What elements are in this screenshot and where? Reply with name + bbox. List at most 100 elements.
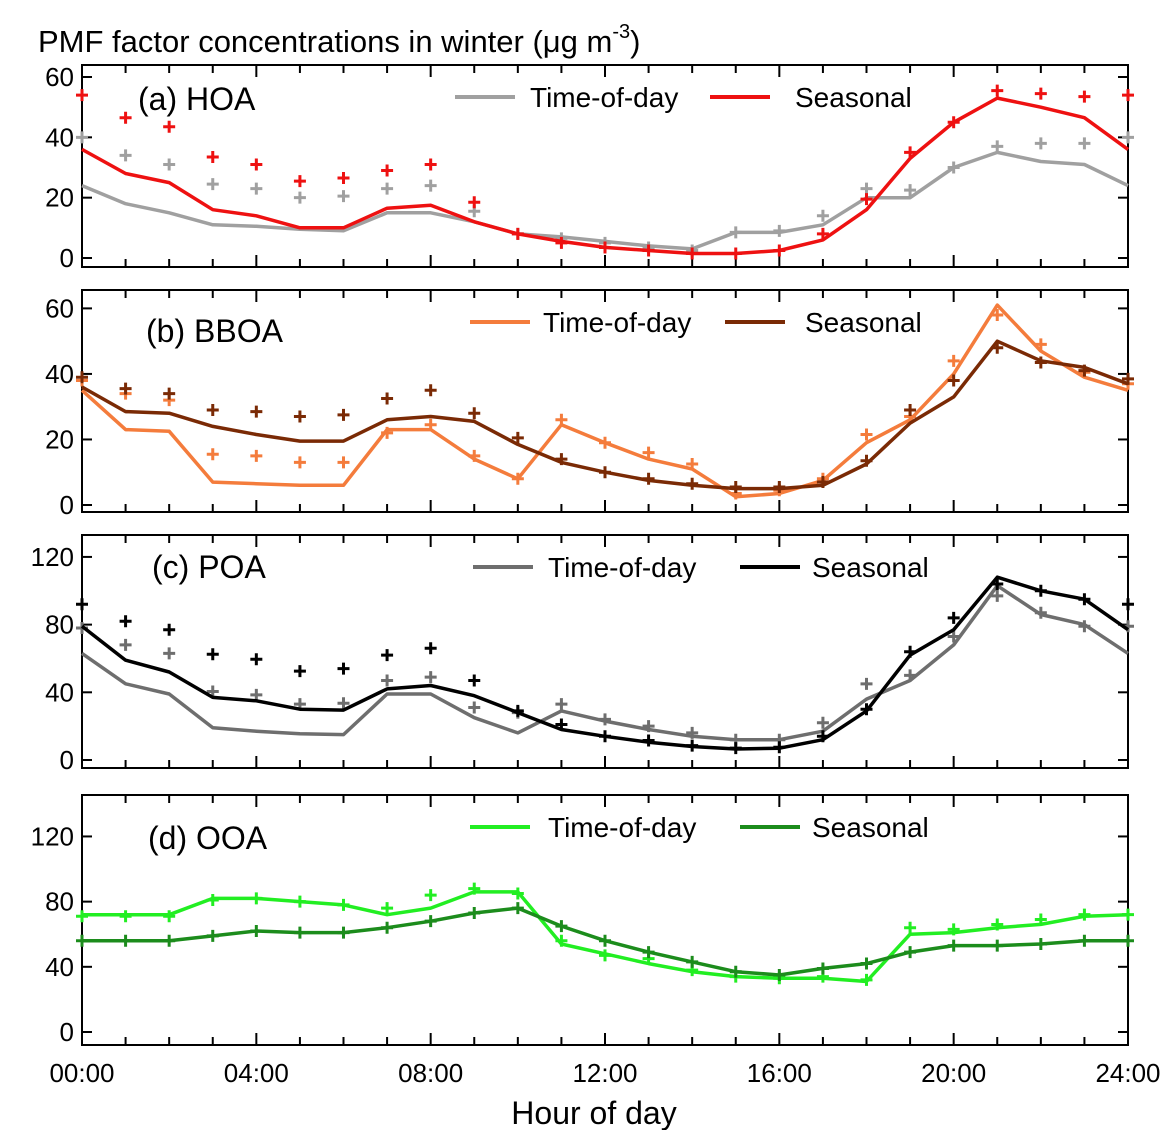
data-point <box>991 84 1004 97</box>
y-tick-label: 40 <box>45 677 74 707</box>
data-point <box>991 341 1004 354</box>
data-point <box>206 150 219 163</box>
data-point <box>991 140 1004 153</box>
data-point <box>381 674 394 687</box>
panel-label: (b) BBOA <box>146 313 284 349</box>
data-point <box>599 466 611 479</box>
data-point <box>1122 89 1134 102</box>
data-point <box>599 949 611 962</box>
data-point <box>729 247 742 260</box>
data-point <box>860 677 873 690</box>
data-point <box>642 720 655 733</box>
data-point <box>119 910 132 923</box>
data-point <box>642 472 655 485</box>
data-point <box>642 446 655 459</box>
data-point <box>76 598 88 611</box>
data-point <box>511 902 524 915</box>
data-point <box>991 939 1004 952</box>
data-point <box>250 405 263 418</box>
data-point <box>293 456 306 469</box>
data-point <box>991 578 1004 590</box>
x-tick-label: 24:00 <box>1095 1058 1160 1088</box>
y-tick-label: 120 <box>31 542 74 572</box>
y-tick-label: 20 <box>45 183 74 213</box>
data-point <box>511 431 524 444</box>
data-point <box>293 175 306 188</box>
data-point <box>816 730 829 743</box>
data-point <box>860 428 873 441</box>
y-tick-label: 80 <box>45 610 74 640</box>
data-point <box>206 929 219 942</box>
data-point <box>729 742 742 755</box>
data-point <box>1122 372 1134 385</box>
panel-label: (a) HOA <box>138 81 256 117</box>
data-point <box>642 244 655 257</box>
y-tick-label: 40 <box>45 122 74 152</box>
data-point <box>381 902 394 915</box>
x-tick-label: 16:00 <box>747 1058 812 1088</box>
data-point <box>1078 934 1091 947</box>
data-point <box>904 645 917 658</box>
data-point <box>729 965 742 978</box>
data-point <box>76 131 88 144</box>
data-point <box>1034 913 1047 926</box>
data-point <box>1122 934 1134 947</box>
data-point <box>511 472 524 485</box>
data-point <box>511 887 524 900</box>
y-tick-label: 60 <box>45 293 74 323</box>
panel-1: 0 20 40 60 Time-of-day Seasonal (a) HOA <box>45 62 1134 273</box>
data-point <box>250 892 263 905</box>
data-point <box>599 241 611 254</box>
data-point <box>206 403 219 416</box>
data-point <box>729 480 742 493</box>
data-point <box>860 454 873 467</box>
data-point <box>555 236 568 249</box>
panel-2: 0 20 40 60 Time-of-day Seasonal (b) BBOA <box>45 290 1134 520</box>
data-point <box>860 182 873 195</box>
y-tick-label: 80 <box>45 887 74 917</box>
data-point <box>119 934 132 947</box>
x-tick-label: 20:00 <box>921 1058 986 1088</box>
data-point <box>163 910 176 923</box>
data-point <box>163 623 176 636</box>
data-point <box>860 957 873 970</box>
panel-3: 0 40 80 120 Time-of-day Seasonal (c) POA <box>31 535 1134 775</box>
data-point <box>119 111 132 124</box>
data-point <box>511 227 524 240</box>
legend-label: Seasonal <box>805 307 922 338</box>
y-tick-label: 0 <box>60 745 74 775</box>
data-point <box>337 662 350 675</box>
data-point <box>947 939 960 952</box>
data-point <box>468 907 481 920</box>
data-point <box>163 158 176 171</box>
data-point <box>381 649 394 662</box>
data-point <box>860 973 873 986</box>
data-point <box>337 697 350 710</box>
data-point <box>119 638 132 651</box>
data-point <box>686 247 699 260</box>
data-point <box>555 718 568 731</box>
data-point <box>206 178 219 191</box>
data-point <box>904 921 917 934</box>
data-point <box>381 182 394 195</box>
panel-label: (d) OOA <box>148 820 268 856</box>
data-point <box>1078 90 1091 103</box>
data-point <box>904 184 917 197</box>
data-point <box>1034 606 1047 619</box>
data-point <box>119 615 132 628</box>
data-point <box>773 244 786 257</box>
y-tick-label: 40 <box>45 359 74 389</box>
data-point <box>250 182 263 195</box>
data-point <box>991 308 1004 321</box>
legend-label: Time-of-day <box>548 812 696 843</box>
data-point <box>947 116 960 129</box>
data-point <box>119 149 132 162</box>
data-point <box>1078 137 1091 150</box>
data-point <box>599 730 611 743</box>
data-point <box>773 224 786 237</box>
data-point <box>1078 620 1091 633</box>
y-tick-label: 20 <box>45 424 74 454</box>
data-point <box>381 426 394 439</box>
data-point <box>1034 87 1047 100</box>
data-point <box>947 374 960 387</box>
